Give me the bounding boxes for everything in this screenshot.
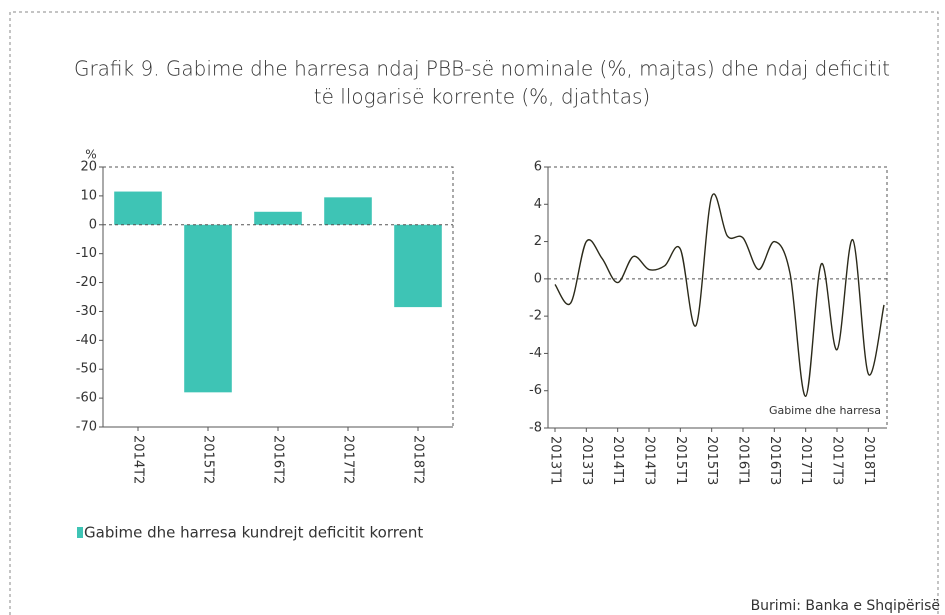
x-tick-label: 2017T1 — [798, 436, 813, 485]
x-tick-label: 2016T3 — [767, 436, 782, 485]
x-tick-label: 2014T3 — [642, 436, 657, 485]
y-tick-label: -60 — [76, 391, 97, 406]
x-tick-label: 2013T3 — [579, 436, 594, 485]
x-tick-label: 2017T3 — [830, 436, 845, 485]
title: Grafik 9. Gabime dhe harresa ndaj PBB-së… — [74, 57, 890, 81]
y-tick-label: -6 — [529, 383, 542, 398]
x-tick-label: 2016T2 — [271, 435, 286, 484]
y-axis-label: % — [85, 148, 96, 162]
bar — [184, 224, 232, 393]
legend-swatch — [77, 527, 83, 538]
x-tick-label: 2015T2 — [201, 435, 216, 484]
legend-label: Gabime dhe harresa kundrejt deficitit ko… — [84, 524, 423, 542]
plot-border — [103, 166, 454, 427]
y-tick-label: 0 — [534, 271, 542, 286]
y-tick-label: -10 — [76, 246, 97, 261]
y-tick-label: -20 — [76, 275, 97, 290]
x-tick-label: 2014T1 — [610, 436, 625, 485]
bar — [254, 211, 302, 225]
bar — [394, 224, 442, 308]
title-line2: të llogarisë korrente (%, djathtas) — [314, 85, 650, 109]
x-tick-label: 2018T1 — [861, 436, 876, 485]
y-tick-label: -50 — [76, 362, 97, 377]
x-tick-label: 2016T1 — [736, 436, 751, 485]
y-tick-label: 4 — [534, 197, 542, 212]
y-tick-label: 10 — [80, 188, 97, 203]
y-tick-label: 0 — [89, 217, 97, 232]
source: Burimi: Banka e Shqipërisë — [751, 598, 940, 614]
frame — [9, 11, 939, 615]
x-tick-label: 2015T3 — [704, 436, 719, 485]
y-tick-label: -4 — [529, 346, 542, 361]
bar — [324, 197, 372, 225]
line — [554, 193, 885, 398]
legend-label: Gabime dhe harresa — [769, 404, 881, 417]
y-tick-label: 6 — [534, 160, 542, 175]
x-tick-label: 2017T2 — [341, 435, 356, 484]
y-tick-label: 20 — [80, 160, 97, 175]
x-tick-label: 2013T1 — [548, 436, 563, 485]
y-tick-label: -40 — [76, 333, 97, 348]
x-tick-label: 2018T2 — [411, 435, 426, 484]
y-tick-label: -30 — [76, 304, 97, 319]
x-tick-label: 2015T1 — [673, 436, 688, 485]
bar — [114, 191, 162, 225]
y-tick-label: 2 — [534, 234, 542, 249]
y-tick-label: -8 — [529, 421, 542, 436]
x-tick-label: 2014T2 — [131, 435, 146, 484]
plot-border — [548, 166, 888, 428]
y-tick-label: -2 — [529, 309, 542, 324]
y-tick-label: -70 — [76, 420, 97, 435]
